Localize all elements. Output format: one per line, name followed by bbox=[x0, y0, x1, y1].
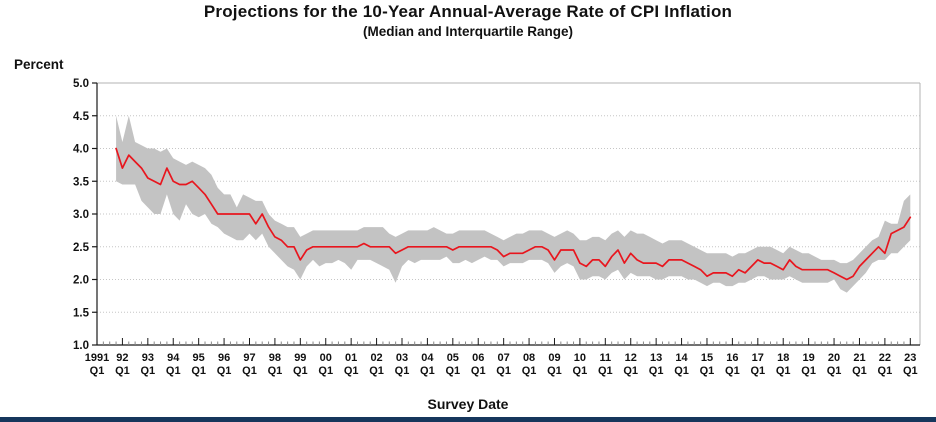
x-tick-quarter-label: Q1 bbox=[623, 365, 638, 377]
x-tick-year-label: 15 bbox=[701, 352, 713, 364]
x-tick-year-label: 06 bbox=[472, 352, 484, 364]
x-tick-quarter-label: Q1 bbox=[573, 365, 588, 377]
x-tick-quarter-label: Q1 bbox=[318, 365, 333, 377]
y-tick-label: 2.0 bbox=[73, 275, 89, 287]
x-tick-year-label: 11 bbox=[599, 352, 611, 364]
x-tick-year-label: 16 bbox=[726, 352, 738, 364]
x-tick-quarter-label: Q1 bbox=[115, 365, 130, 377]
x-tick-quarter-label: Q1 bbox=[90, 365, 105, 377]
x-tick-quarter-label: Q1 bbox=[649, 365, 664, 377]
x-tick-year-label: 03 bbox=[396, 352, 408, 364]
x-tick-year-label: 20 bbox=[828, 352, 840, 364]
x-tick-quarter-label: Q1 bbox=[140, 365, 155, 377]
x-tick-year-label: 17 bbox=[752, 352, 764, 364]
y-tick-label: 3.5 bbox=[73, 176, 90, 188]
x-tick-year-label: 99 bbox=[294, 352, 306, 364]
x-tick-year-label: 07 bbox=[498, 352, 510, 364]
y-tick-label: 4.0 bbox=[73, 144, 89, 156]
x-tick-quarter-label: Q1 bbox=[522, 365, 537, 377]
x-tick-year-label: 23 bbox=[904, 352, 916, 364]
x-tick-year-label: 12 bbox=[625, 352, 637, 364]
y-tick-label: 1.0 bbox=[73, 340, 89, 352]
x-tick-quarter-label: Q1 bbox=[217, 365, 232, 377]
x-tick-year-label: 00 bbox=[320, 352, 332, 364]
x-tick-year-label: 92 bbox=[116, 352, 128, 364]
y-axis-title: Percent bbox=[14, 57, 64, 72]
x-tick-quarter-label: Q1 bbox=[827, 365, 842, 377]
x-tick-quarter-label: Q1 bbox=[674, 365, 689, 377]
x-tick-year-label: 22 bbox=[879, 352, 891, 364]
x-tick-quarter-label: Q1 bbox=[293, 365, 308, 377]
x-tick-quarter-label: Q1 bbox=[852, 365, 867, 377]
x-tick-year-label: 01 bbox=[345, 352, 357, 364]
x-tick-quarter-label: Q1 bbox=[598, 365, 613, 377]
x-tick-quarter-label: Q1 bbox=[445, 365, 460, 377]
median-line bbox=[115, 147, 912, 281]
y-tick-label: 1.5 bbox=[73, 307, 90, 319]
y-tick-label: 2.5 bbox=[73, 242, 90, 254]
x-tick-year-label: 97 bbox=[243, 352, 255, 364]
x-tick-quarter-label: Q1 bbox=[344, 365, 359, 377]
x-tick-quarter-label: Q1 bbox=[268, 365, 283, 377]
x-tick-quarter-label: Q1 bbox=[903, 365, 918, 377]
x-tick-year-label: 93 bbox=[142, 352, 154, 364]
x-tick-quarter-label: Q1 bbox=[420, 365, 435, 377]
x-tick-year-label: 95 bbox=[193, 352, 205, 364]
x-tick-quarter-label: Q1 bbox=[395, 365, 410, 377]
x-axis-labels: 1991Q192Q193Q194Q195Q196Q197Q198Q199Q100… bbox=[85, 352, 918, 377]
chart-subtitle: (Median and Interquartile Range) bbox=[362, 24, 574, 39]
x-tick-quarter-label: Q1 bbox=[242, 365, 257, 377]
y-tick-label: 5.0 bbox=[73, 78, 89, 90]
x-tick-quarter-label: Q1 bbox=[496, 365, 511, 377]
x-tick-year-label: 13 bbox=[650, 352, 662, 364]
x-tick-quarter-label: Q1 bbox=[700, 365, 715, 377]
x-tick-quarter-label: Q1 bbox=[801, 365, 816, 377]
footer-accent-bar bbox=[0, 417, 936, 422]
x-tick-quarter-label: Q1 bbox=[191, 365, 206, 377]
x-tick-quarter-label: Q1 bbox=[471, 365, 486, 377]
x-tick-year-label: 19 bbox=[803, 352, 815, 364]
x-tick-year-label: 94 bbox=[167, 352, 180, 364]
x-tick-quarter-label: Q1 bbox=[369, 365, 384, 377]
x-axis-title: Survey Date bbox=[427, 396, 509, 412]
x-tick-year-label: 02 bbox=[370, 352, 382, 364]
x-tick-year-label: 05 bbox=[447, 352, 459, 364]
x-tick-year-label: 08 bbox=[523, 352, 535, 364]
y-tick-label: 4.5 bbox=[73, 111, 90, 123]
interquartile-range-band bbox=[116, 115, 911, 293]
y-tick-label: 3.0 bbox=[73, 209, 89, 221]
chart-title: Projections for the 10-Year Annual-Avera… bbox=[203, 2, 733, 21]
x-tick-quarter-label: Q1 bbox=[725, 365, 740, 377]
x-tick-year-label: 18 bbox=[777, 352, 789, 364]
x-tick-year-label: 98 bbox=[269, 352, 281, 364]
x-tick-year-label: 14 bbox=[675, 352, 688, 364]
x-tick-year-label: 96 bbox=[218, 352, 230, 364]
x-tick-quarter-label: Q1 bbox=[878, 365, 893, 377]
x-tick-quarter-label: Q1 bbox=[776, 365, 791, 377]
x-tick-year-label: 10 bbox=[574, 352, 586, 364]
x-tick-year-label: 21 bbox=[853, 352, 865, 364]
cpi-projections-line-chart: 5.04.54.03.53.02.52.01.51.01991Q192Q193Q… bbox=[73, 78, 921, 377]
x-tick-quarter-label: Q1 bbox=[750, 365, 765, 377]
x-tick-year-label: 1991 bbox=[85, 352, 109, 364]
x-tick-quarter-label: Q1 bbox=[547, 365, 562, 377]
x-tick-year-label: 04 bbox=[421, 352, 434, 364]
y-axis-ticks: 5.0 4.5 4.0 3.5 3.0 2.5 2.0 1.5 1.0 bbox=[73, 78, 97, 352]
x-tick-year-label: 09 bbox=[548, 352, 560, 364]
x-axis-ticks bbox=[96, 338, 911, 345]
x-tick-quarter-label: Q1 bbox=[166, 365, 181, 377]
